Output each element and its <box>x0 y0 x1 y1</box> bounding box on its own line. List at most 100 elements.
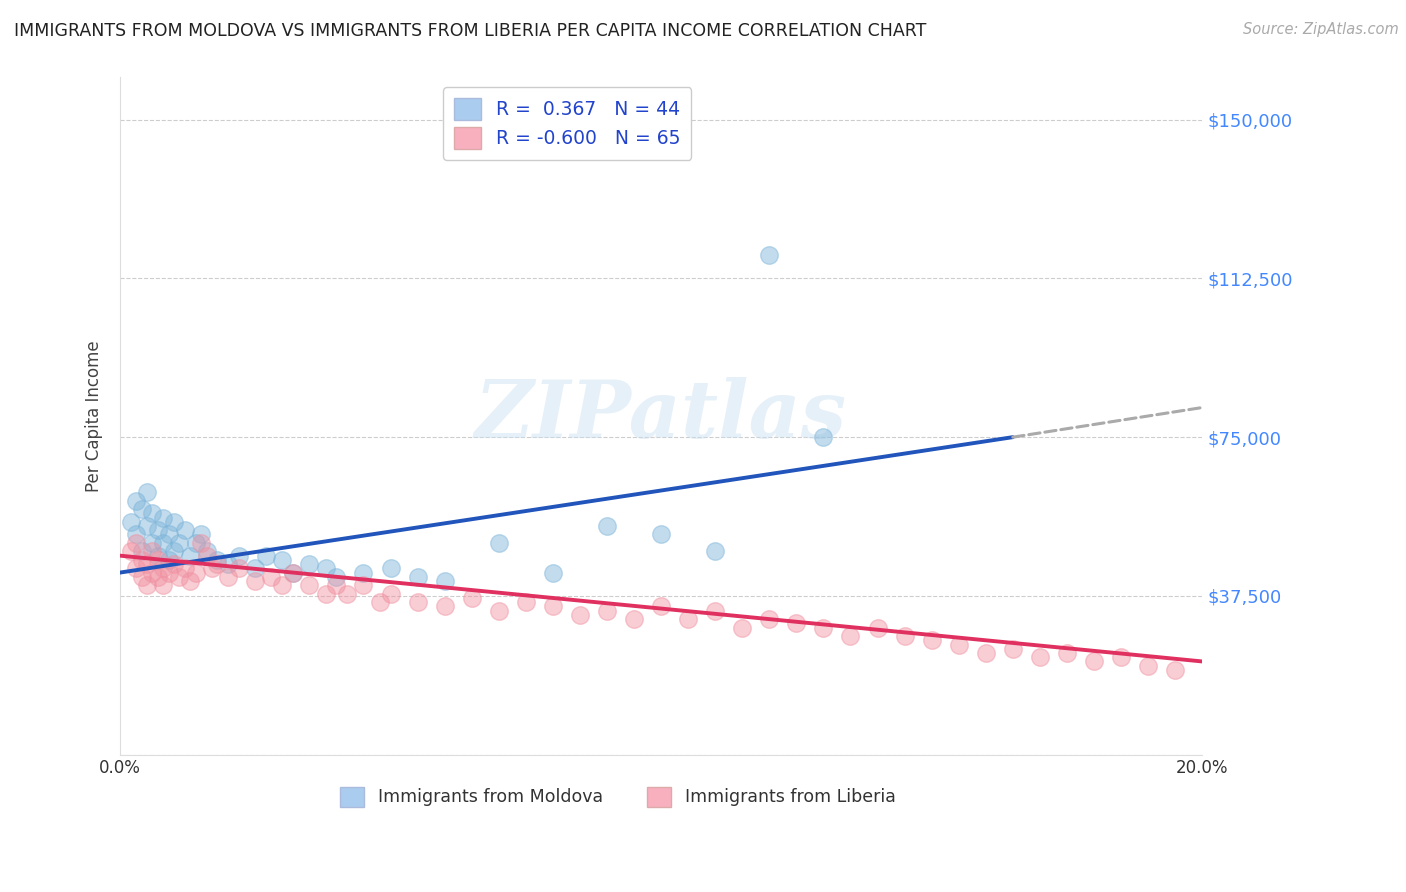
Point <box>974 646 997 660</box>
Point <box>245 574 267 588</box>
Point <box>136 557 159 571</box>
Point <box>131 570 153 584</box>
Point <box>1056 646 1078 660</box>
Point <box>488 604 510 618</box>
Point <box>245 561 267 575</box>
Point <box>125 493 148 508</box>
Point <box>125 561 148 575</box>
Point <box>254 549 277 563</box>
Point <box>146 549 169 563</box>
Point <box>157 527 180 541</box>
Point <box>141 506 163 520</box>
Point <box>146 553 169 567</box>
Point <box>1083 655 1105 669</box>
Point <box>146 523 169 537</box>
Point <box>704 544 727 558</box>
Point <box>704 604 727 618</box>
Point <box>190 536 212 550</box>
Point <box>174 561 197 575</box>
Point <box>169 570 191 584</box>
Point <box>568 607 591 622</box>
Point <box>141 544 163 558</box>
Legend: Immigrants from Moldova, Immigrants from Liberia: Immigrants from Moldova, Immigrants from… <box>333 780 903 814</box>
Point <box>650 599 672 614</box>
Point <box>353 578 375 592</box>
Point <box>207 557 229 571</box>
Point <box>146 570 169 584</box>
Point <box>169 536 191 550</box>
Point <box>866 621 889 635</box>
Point <box>184 536 207 550</box>
Point <box>325 570 347 584</box>
Point <box>813 621 835 635</box>
Point <box>120 515 142 529</box>
Point <box>406 595 429 609</box>
Point <box>281 566 304 580</box>
Point <box>380 561 402 575</box>
Point <box>141 566 163 580</box>
Point <box>433 574 456 588</box>
Point <box>207 553 229 567</box>
Point <box>353 566 375 580</box>
Point <box>271 553 294 567</box>
Point <box>758 612 780 626</box>
Point <box>228 549 250 563</box>
Point <box>893 629 915 643</box>
Point <box>174 523 197 537</box>
Point <box>157 553 180 567</box>
Point <box>336 587 359 601</box>
Point <box>190 527 212 541</box>
Point <box>152 578 174 592</box>
Point <box>839 629 862 643</box>
Point <box>1029 650 1052 665</box>
Point <box>676 612 699 626</box>
Point <box>131 553 153 567</box>
Point <box>179 574 201 588</box>
Point <box>368 595 391 609</box>
Point <box>948 638 970 652</box>
Point <box>623 612 645 626</box>
Point <box>260 570 283 584</box>
Point <box>152 561 174 575</box>
Point <box>315 587 337 601</box>
Point <box>136 519 159 533</box>
Point <box>380 587 402 601</box>
Point <box>152 536 174 550</box>
Point <box>298 578 321 592</box>
Point <box>515 595 537 609</box>
Point <box>228 561 250 575</box>
Point <box>325 578 347 592</box>
Point <box>195 549 218 563</box>
Point <box>1109 650 1132 665</box>
Point <box>1137 658 1160 673</box>
Point <box>731 621 754 635</box>
Point <box>136 485 159 500</box>
Point <box>201 561 224 575</box>
Point <box>217 557 239 571</box>
Point <box>1001 641 1024 656</box>
Point <box>541 599 564 614</box>
Point <box>217 570 239 584</box>
Point <box>650 527 672 541</box>
Point <box>163 515 186 529</box>
Point <box>406 570 429 584</box>
Point <box>433 599 456 614</box>
Point <box>813 430 835 444</box>
Point <box>921 633 943 648</box>
Point <box>163 544 186 558</box>
Point <box>120 544 142 558</box>
Y-axis label: Per Capita Income: Per Capita Income <box>86 340 103 491</box>
Text: ZIPatlas: ZIPatlas <box>475 377 848 455</box>
Point <box>758 248 780 262</box>
Point <box>184 566 207 580</box>
Point <box>152 510 174 524</box>
Point <box>315 561 337 575</box>
Point <box>596 519 619 533</box>
Point <box>179 549 201 563</box>
Text: IMMIGRANTS FROM MOLDOVA VS IMMIGRANTS FROM LIBERIA PER CAPITA INCOME CORRELATION: IMMIGRANTS FROM MOLDOVA VS IMMIGRANTS FR… <box>14 22 927 40</box>
Point <box>541 566 564 580</box>
Point <box>131 502 153 516</box>
Point <box>298 557 321 571</box>
Point <box>157 566 180 580</box>
Point <box>136 578 159 592</box>
